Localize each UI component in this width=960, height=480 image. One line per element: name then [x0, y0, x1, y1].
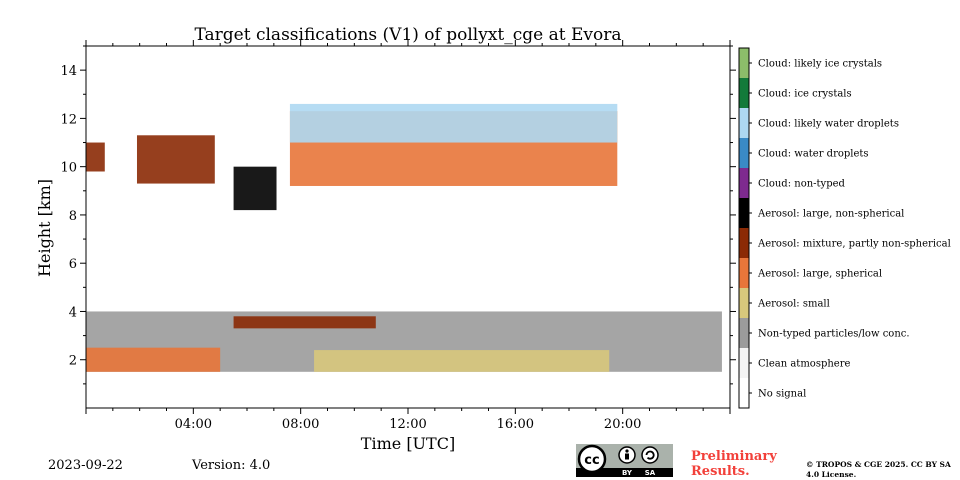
colorbar-frame [738, 47, 750, 409]
class-region [233, 166, 277, 211]
colorbar-segment [739, 198, 749, 228]
classification-heatmap [86, 103, 722, 372]
x-axis-label: Time [UTC] [361, 434, 455, 453]
colorbar-segment [739, 378, 749, 408]
colorbar-segment [739, 108, 749, 138]
y-tick-label: 14 [60, 64, 77, 79]
cc-logo-text: cc [584, 453, 599, 468]
chart-title: Target classifications (V1) of pollyxt_c… [194, 25, 622, 45]
version-label: Version: 4.0 [192, 458, 271, 473]
colorbar-label: Clean atmosphere [758, 359, 851, 370]
y-axis: 2 4 6 8 10 12 14 [60, 45, 736, 385]
class-region [136, 135, 215, 184]
colorbar-label: Aerosol: small [757, 299, 830, 310]
class-region [289, 103, 618, 143]
x-tick-label: 04:00 [175, 417, 212, 432]
y-tick-label: 2 [69, 354, 77, 369]
colorbar-segment [739, 78, 749, 108]
y-tick-label: 12 [60, 112, 77, 127]
cc-sa-text: SA [645, 469, 656, 477]
colorbar-label: Aerosol: mixture, partly non-spherical [757, 239, 951, 250]
class-region [86, 142, 105, 172]
colorbar-segment [739, 258, 749, 288]
x-tick-label: 12:00 [389, 417, 426, 432]
share-alike-icon [641, 446, 659, 464]
x-axis: 04:00 08:00 12:00 16:00 20:00 [85, 40, 731, 432]
class-region [86, 347, 221, 372]
x-tick-label: 16:00 [497, 417, 534, 432]
copyright-notice: © TROPOS & CGE 2025. CC BY SA 4.0 Licens… [806, 460, 951, 479]
x-tick-label: 20:00 [604, 417, 641, 432]
colorbar-label: Cloud: non-typed [758, 179, 846, 190]
colorbar-segment [739, 318, 749, 348]
measurement-date: 2023-09-22 [48, 458, 123, 473]
y-axis-label: Height [km] [35, 179, 54, 277]
colorbar-segment [739, 228, 749, 258]
y-tick-label: 8 [69, 209, 77, 224]
class-region [233, 316, 376, 329]
y-tick-label: 4 [69, 305, 77, 320]
colorbar-segment [739, 138, 749, 168]
colorbar-label: Aerosol: large, non-spherical [757, 209, 904, 220]
colorbar-label: Aerosol: large, spherical [757, 269, 882, 280]
preliminary-results-label: Preliminary Results. [691, 449, 777, 479]
cc-by-sa-badge: cc BY SA [576, 444, 673, 477]
y-tick-label: 6 [69, 257, 77, 272]
class-colorbar: Cloud: likely ice crystals Cloud: ice cry… [738, 47, 951, 409]
colorbar-segment [739, 348, 749, 378]
colorbar-segment [739, 48, 749, 78]
colorbar-label: Cloud: water droplets [758, 149, 869, 160]
colorbar-label: Non-typed particles/low conc. [758, 329, 910, 340]
colorbar-label: Cloud: likely ice crystals [758, 59, 882, 70]
cc-by-text: BY [622, 469, 633, 477]
colorbar-segment [739, 168, 749, 198]
colorbar-segment [739, 288, 749, 318]
colorbar-label: Cloud: likely water droplets [758, 119, 899, 130]
colorbar-label: No signal [758, 389, 806, 400]
x-tick-label: 08:00 [282, 417, 319, 432]
y-tick-label: 10 [60, 161, 77, 176]
colorbar-label: Cloud: ice crystals [758, 89, 852, 100]
class-region [314, 350, 610, 372]
